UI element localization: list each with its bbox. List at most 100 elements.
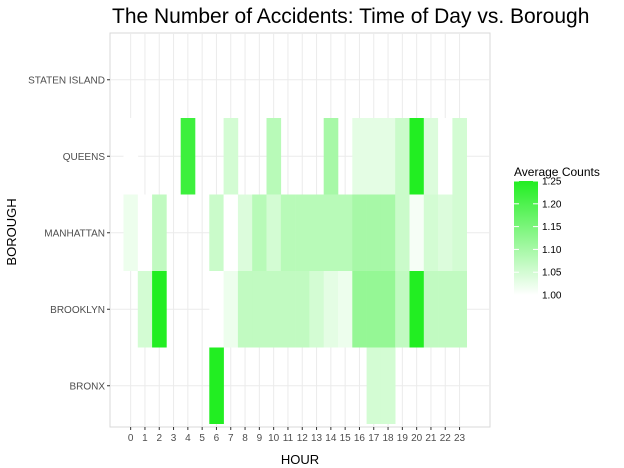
heatmap-cell [209, 347, 224, 424]
heatmap-cell [152, 194, 167, 271]
heatmap-cell [137, 271, 153, 348]
legend-tick-label: 1.20 [542, 199, 562, 210]
heatmap-cell [123, 194, 139, 271]
legend-tick-label: 1.05 [542, 268, 562, 279]
heatmap-cell [338, 194, 353, 271]
heatmap-cell [209, 194, 224, 271]
x-tick-label: 17 [368, 433, 380, 444]
heatmap-cell [380, 194, 396, 271]
x-tick-label: 10 [268, 433, 280, 444]
heatmap-cell [423, 118, 439, 195]
heatmap-cell [395, 194, 410, 271]
heatmap-cell [295, 271, 310, 348]
x-tick-label: 21 [425, 433, 437, 444]
heatmap-cell [252, 271, 267, 348]
x-tick-label: 15 [340, 433, 352, 444]
x-tick-label: 1 [142, 433, 148, 444]
heatmap-cell [123, 118, 139, 195]
heatmap-cell [280, 194, 296, 271]
legend-tick-label: 1.10 [542, 245, 562, 256]
y-tick-label: BROOKLYN [50, 305, 105, 316]
heatmap-cell [423, 271, 439, 348]
x-tick-label: 3 [171, 433, 177, 444]
x-tick-label: 7 [228, 433, 234, 444]
x-tick-label: 6 [214, 433, 220, 444]
x-tick-label: 5 [199, 433, 205, 444]
x-tick-label: 23 [454, 433, 466, 444]
heatmap-cell [380, 347, 396, 424]
heatmap-cell [323, 118, 339, 195]
heatmap-cell [137, 194, 153, 271]
heatmap-cell [352, 118, 367, 195]
heatmap-cell [223, 271, 239, 348]
x-tick-label: 19 [397, 433, 409, 444]
x-tick-label: 16 [354, 433, 366, 444]
heatmap-cell [452, 194, 467, 271]
heatmap-cell [266, 194, 282, 271]
y-tick-label: STATEN ISLAND [28, 75, 105, 86]
heatmap-cell [366, 271, 382, 348]
heatmap-cell [338, 271, 353, 348]
x-tick-label: 9 [257, 433, 263, 444]
heatmap-cell [366, 194, 382, 271]
heatmap-cell [366, 347, 382, 424]
heatmap-cell [423, 194, 439, 271]
x-tick-label: 12 [297, 433, 309, 444]
heatmap-cell [409, 271, 425, 348]
x-tick-label: 11 [283, 433, 294, 444]
legend-title: Average Counts [514, 165, 600, 179]
chart-title: The Number of Accidents: Time of Day vs.… [112, 5, 589, 28]
heatmap-cell [209, 271, 224, 348]
heatmap-cell [438, 194, 453, 271]
heatmap-cell [352, 271, 367, 348]
heatmap-cell [352, 194, 367, 271]
heatmap-cells [123, 118, 467, 424]
heatmap-cell [266, 271, 282, 348]
legend-tick-label: 1.15 [542, 222, 562, 233]
heatmap-cell [223, 118, 239, 195]
heatmap-cell [323, 194, 339, 271]
x-tick-label: 0 [128, 433, 134, 444]
legend-tick-label: 1.00 [542, 291, 562, 302]
legend-colorbar [514, 181, 538, 295]
heatmap-cell [395, 118, 410, 195]
x-tick-label: 8 [242, 433, 248, 444]
x-tick-label: 18 [382, 433, 394, 444]
heatmap-cell [380, 118, 396, 195]
y-tick-label: QUEENS [63, 152, 106, 163]
heatmap-cell [237, 194, 253, 271]
y-axis-ticks: BRONX BROOKLYN MANHATTAN QUEENS STATEN ISLAN… [28, 75, 110, 392]
heatmap-cell [252, 194, 267, 271]
heatmap-cell [266, 118, 282, 195]
legend-ticks: 1.25 1.20 1.15 1.10 1.05 1.00 [514, 177, 562, 302]
heatmap-cell [152, 271, 167, 348]
x-tick-label: 14 [325, 433, 337, 444]
x-tick-label: 4 [185, 433, 191, 444]
heatmap-cell [223, 194, 239, 271]
heatmap-cell [438, 271, 453, 348]
x-tick-label: 20 [411, 433, 423, 444]
heatmap-cell [180, 118, 196, 195]
x-axis-ticks: 0 1 2 3 4 5 6 7 8 9 10 11 12 13 14 15 16 17 18 19 20 21 22 23 [128, 427, 466, 444]
heatmap-cell [452, 271, 467, 348]
heatmap-cell [395, 271, 410, 348]
x-axis-title: HOUR [281, 452, 319, 467]
heatmap-cell [409, 194, 425, 271]
y-tick-label: BRONX [69, 381, 105, 392]
y-tick-label: MANHATTAN [44, 228, 105, 239]
heatmap-cell [295, 194, 310, 271]
legend: Average Counts 1.25 1.20 1.15 1.10 1.05 1.00 [514, 165, 600, 302]
x-tick-label: 13 [311, 433, 323, 444]
heatmap-cell [380, 271, 396, 348]
x-tick-label: 22 [440, 433, 452, 444]
y-axis-title: BOROUGH [4, 198, 19, 265]
heatmap-cell [323, 271, 339, 348]
heatmap-cell [280, 271, 296, 348]
x-tick-label: 2 [156, 433, 162, 444]
heatmap-cell [309, 271, 324, 348]
heatmap-cell [409, 118, 425, 195]
heatmap-cell [452, 118, 467, 195]
heatmap-cell [309, 194, 324, 271]
heatmap-cell [237, 271, 253, 348]
